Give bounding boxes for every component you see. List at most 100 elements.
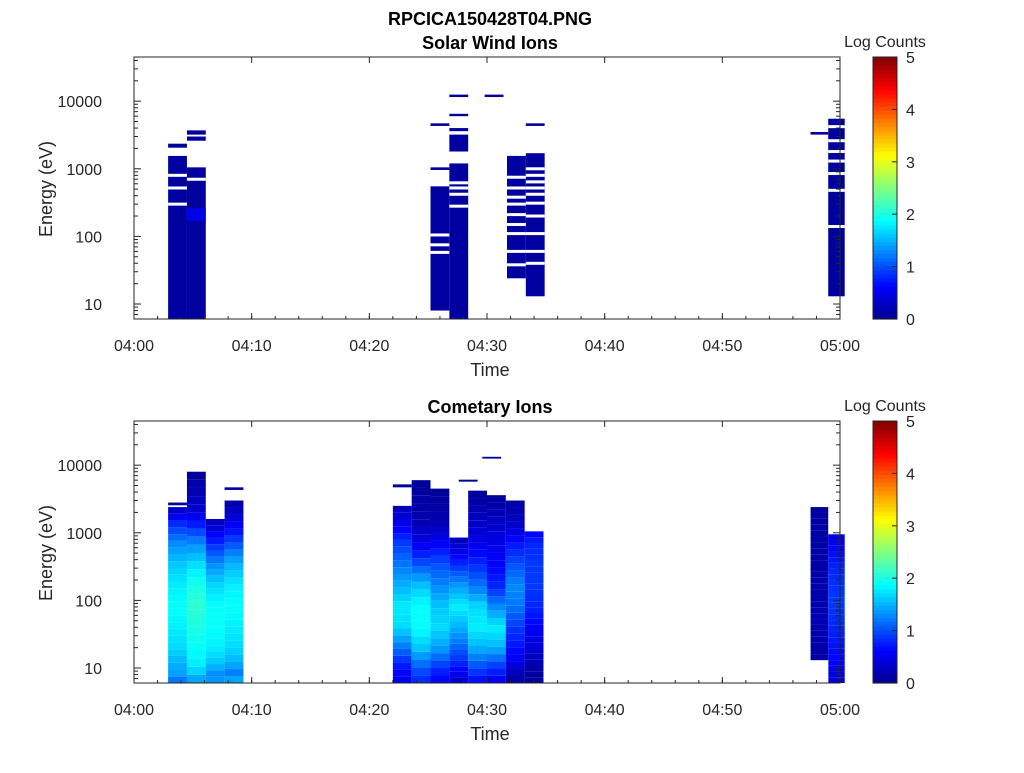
heatmap-cell [449, 576, 469, 583]
heatmap-cell [186, 536, 206, 545]
colorbar-swatch [873, 511, 897, 516]
y-tick-label: 10 [84, 297, 102, 314]
data-gap [449, 155, 469, 159]
heatmap-cell [828, 677, 845, 683]
heatmap-cell [168, 622, 187, 629]
heatmap-cell [168, 608, 187, 616]
colorbar-swatch [873, 584, 897, 590]
data-gap [525, 167, 545, 171]
heatmap-cell [449, 599, 469, 605]
heatmap-cell [505, 605, 525, 613]
colorbar-swatch [873, 167, 897, 173]
y-tick-label: 10 [84, 661, 102, 678]
heatmap-cell [186, 601, 206, 610]
colorbar-swatch [873, 486, 897, 492]
heatmap-cell [810, 660, 829, 683]
heatmap-cell [828, 562, 845, 569]
data-gap [828, 150, 845, 154]
heatmap-cell [468, 653, 487, 661]
data-gap [507, 175, 526, 179]
colorbar-swatch [873, 294, 897, 300]
heatmap-cell [810, 648, 829, 655]
heatmap-cell [411, 675, 431, 683]
heatmap-cell [411, 581, 431, 590]
heatmap-cell [810, 654, 829, 661]
heatmap-cell [505, 647, 525, 655]
colorbar-swatch [873, 228, 897, 234]
heatmap-cell [224, 487, 244, 490]
heatmap-cell [828, 620, 845, 626]
heatmap-cell [810, 524, 829, 531]
colorbar-swatch [873, 106, 897, 111]
colorbar-swatch [873, 601, 897, 606]
heatmap-cell [449, 94, 469, 98]
heatmap-cell [828, 608, 845, 615]
colorbar-swatch [873, 142, 897, 148]
colorbar-swatch [873, 609, 897, 615]
heatmap-cell [810, 548, 829, 555]
heatmap-cell [524, 659, 544, 666]
data-gap [507, 222, 526, 226]
heatmap-cell [505, 556, 525, 564]
heatmap-cell [430, 653, 450, 661]
colorbar-swatch [873, 286, 897, 291]
heatmap-cell [487, 560, 506, 568]
heatmap-cell [505, 577, 525, 585]
heatmap-cell [828, 545, 845, 552]
heatmap-cell [168, 554, 187, 562]
heatmap-cell [168, 642, 187, 650]
colorbar-tick-label: 4 [906, 102, 915, 119]
heatmap-cell [205, 626, 225, 633]
data-gap [507, 263, 526, 267]
colorbar-swatch [873, 531, 897, 537]
heatmap-cell [449, 632, 469, 639]
heatmap-cell [224, 675, 244, 683]
heatmap-cell [205, 537, 225, 545]
heatmap-cell [186, 496, 206, 505]
heatmap-cell [186, 634, 206, 643]
heatmap-cell [828, 625, 845, 632]
heatmap-cell [810, 642, 829, 649]
data-gap [828, 139, 845, 143]
colorbar-swatch [873, 572, 897, 578]
colorbar-swatch [873, 605, 897, 610]
colorbar-frame [872, 420, 898, 684]
heatmap-cell [810, 536, 829, 543]
heatmap-cell [430, 555, 450, 564]
heatmap-cell [487, 617, 506, 626]
heatmap-cell [524, 613, 544, 619]
heatmap-cell [392, 601, 412, 609]
heatmap-cell [205, 582, 225, 589]
heatmap-cell [430, 533, 450, 541]
colorbar-swatch [873, 642, 897, 647]
colorbar-swatch [873, 65, 897, 70]
heatmap-cell [524, 560, 544, 567]
heatmap-cell [810, 560, 829, 567]
data-gap [525, 201, 545, 205]
colorbar-swatch [873, 57, 897, 62]
colorbar-swatch [873, 597, 897, 602]
heatmap-cell [224, 654, 244, 662]
data-gap [507, 195, 526, 199]
x-tick-label: 04:20 [349, 338, 389, 355]
heatmap-cell [524, 607, 544, 614]
heatmap-cell [168, 615, 187, 623]
data-gap [507, 232, 526, 236]
colorbar-tick-label: 2 [906, 571, 915, 588]
colorbar-tick-label: 5 [906, 50, 915, 67]
heatmap-cell [392, 505, 412, 513]
heatmap-cell [186, 617, 206, 627]
heatmap-cell [449, 128, 469, 132]
heatmap-cell [449, 134, 469, 152]
colorbar-swatch [873, 245, 897, 251]
data-gap [525, 214, 545, 218]
heatmap-cell [205, 594, 225, 601]
heatmap-cell [186, 130, 206, 135]
heatmap-cell [810, 554, 829, 561]
heatmap-cell [411, 612, 431, 621]
colorbar-swatch [873, 543, 897, 549]
heatmap-cell [168, 155, 187, 319]
x-tick-label: 04:40 [585, 338, 625, 355]
heatmap-cell [224, 605, 244, 613]
colorbar-swatch [873, 421, 897, 426]
